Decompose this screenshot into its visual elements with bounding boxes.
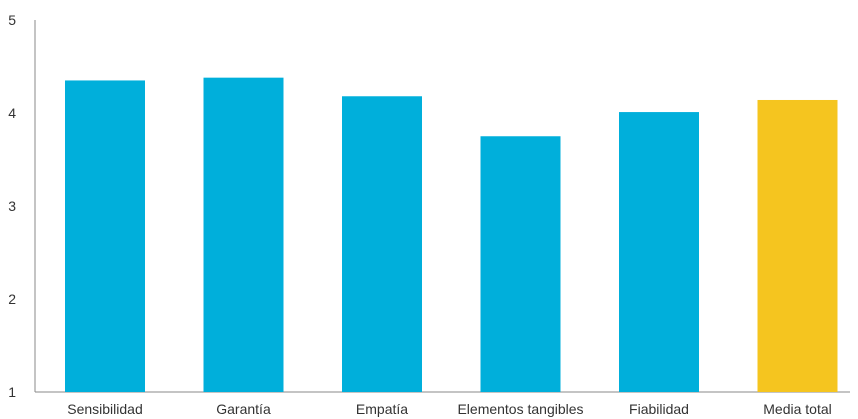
x-tick-label: Fiabilidad [629,401,689,417]
x-axis-labels: Sensibilidad Garantía Empatía Elementos tan… [67,401,831,417]
x-tick-label: Sensibilidad [67,401,143,417]
x-tick-label: Elementos tangibles [457,401,583,417]
bars [65,77,838,392]
x-tick-label: Garantía [216,401,271,417]
bar [65,80,145,392]
bar [342,96,422,392]
y-tick-label: 3 [8,198,16,214]
x-tick-label: Empatía [356,401,408,417]
x-tick-label: Media total [763,401,831,417]
y-tick-label: 5 [8,12,16,28]
y-tick-label: 2 [8,291,16,307]
bar [757,99,838,392]
y-tick-label: 1 [8,384,16,400]
y-axis-ticks: 1 2 3 4 5 [8,12,16,400]
bar [203,77,284,392]
bar [480,136,561,392]
bar [619,112,699,392]
y-tick-label: 4 [8,105,16,121]
